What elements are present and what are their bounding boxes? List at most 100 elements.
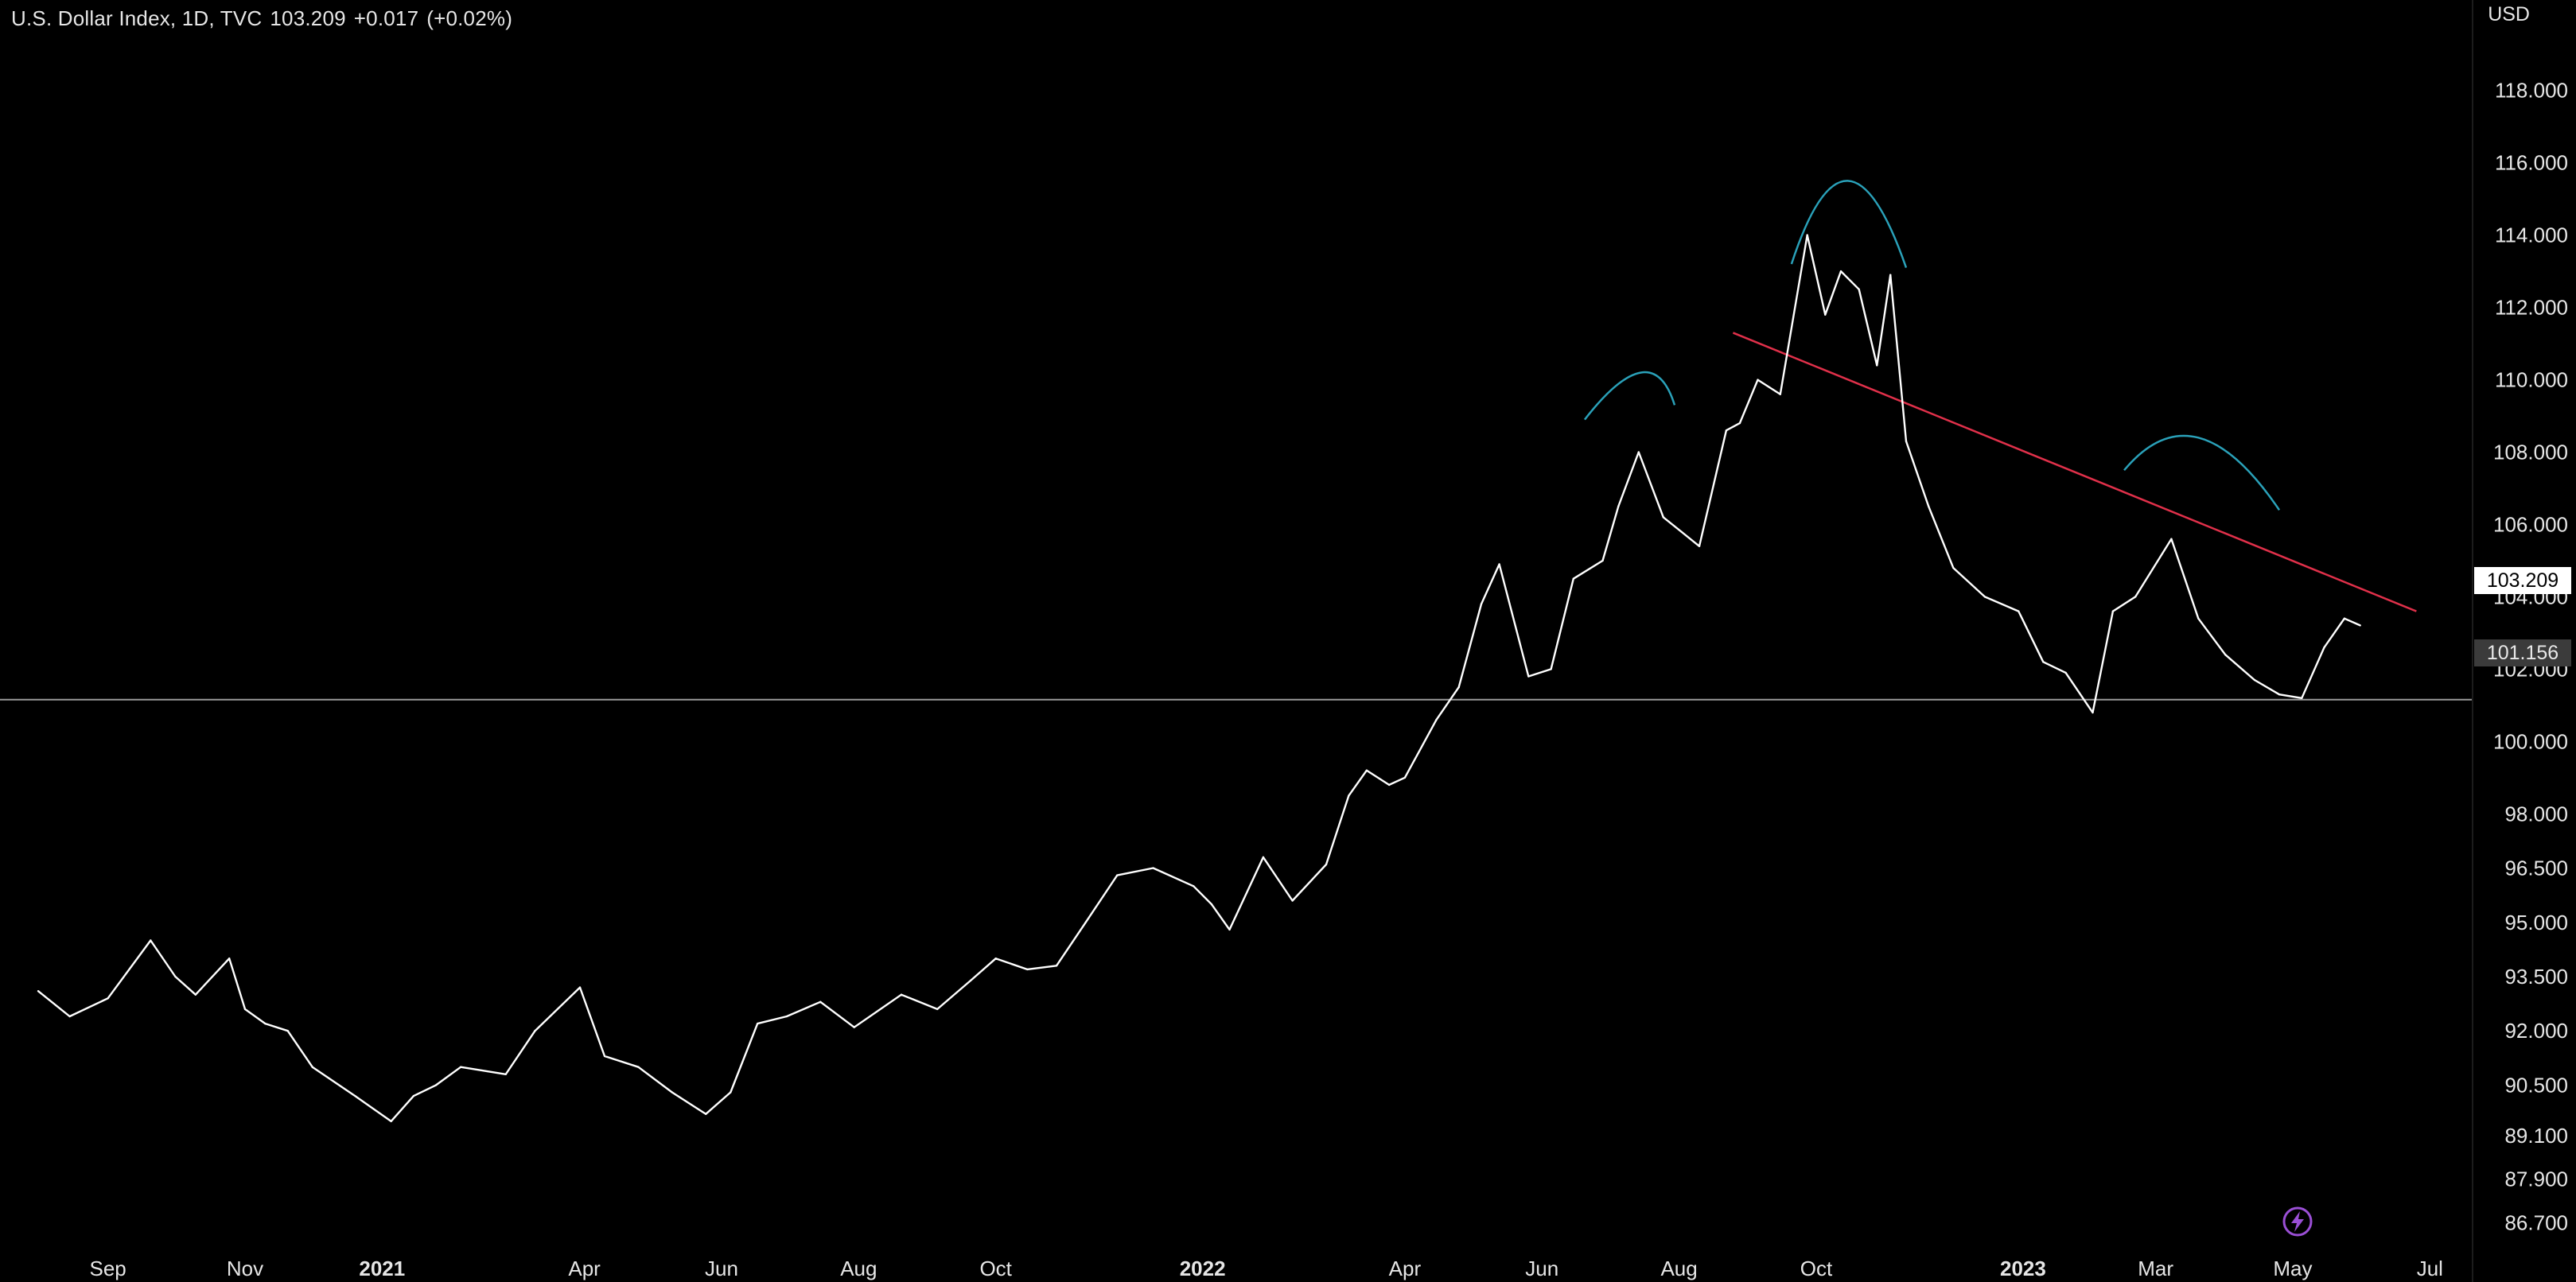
price-series-layer bbox=[37, 234, 2361, 1123]
time-tick-label: 2021 bbox=[359, 1257, 405, 1280]
price-point bbox=[671, 1091, 674, 1094]
price-point bbox=[704, 1113, 707, 1116]
symbol-label[interactable]: U.S. Dollar Index, 1D, TVC bbox=[11, 6, 263, 30]
price-point bbox=[1725, 429, 1728, 432]
last-price: 103.209 bbox=[270, 6, 346, 30]
time-tick-label: 2023 bbox=[2000, 1257, 2046, 1280]
price-point bbox=[1228, 928, 1231, 931]
price-point bbox=[390, 1120, 392, 1123]
time-tick-label: 2022 bbox=[1180, 1257, 1226, 1280]
time-tick-label: Jul bbox=[2417, 1257, 2443, 1280]
time-tick-label: Sep bbox=[89, 1257, 126, 1280]
price-point bbox=[900, 993, 903, 996]
price-point bbox=[2359, 624, 2361, 627]
price-point bbox=[2343, 617, 2346, 620]
price-point bbox=[1858, 288, 1860, 291]
price-point bbox=[1325, 863, 1328, 866]
time-tick-label: Mar bbox=[2138, 1257, 2173, 1280]
price-tick-label: 106.000 bbox=[2493, 512, 2568, 536]
price-point bbox=[286, 1030, 289, 1032]
legend-header: U.S. Dollar Index, 1D, TVC 103.209 +0.017 (… bbox=[11, 6, 520, 31]
price-point bbox=[1876, 364, 1878, 367]
price-tick-label: 86.700 bbox=[2504, 1210, 2568, 1234]
price-point bbox=[603, 1055, 606, 1058]
price-point bbox=[460, 1066, 462, 1068]
resistance-trend-line[interactable] bbox=[1732, 332, 2417, 612]
price-point bbox=[1026, 968, 1029, 971]
time-tick-label: Oct bbox=[1800, 1257, 1833, 1280]
price-tick-label: 90.500 bbox=[2504, 1073, 2568, 1097]
horizontal-line-badge: 101.156 bbox=[2474, 639, 2571, 666]
price-point bbox=[994, 958, 997, 960]
price-line[interactable] bbox=[37, 234, 2361, 1123]
price-point bbox=[1779, 393, 1781, 395]
price-point bbox=[578, 986, 582, 989]
price-change-pct: (+0.02%) bbox=[426, 6, 513, 30]
price-point bbox=[1698, 545, 1701, 547]
price-point bbox=[819, 1000, 822, 1004]
price-tick-label: 98.000 bbox=[2504, 802, 2568, 826]
price-point bbox=[936, 1008, 939, 1011]
lightning-bolt-icon[interactable] bbox=[2282, 1206, 2313, 1237]
price-point bbox=[853, 1026, 855, 1028]
price-point bbox=[1193, 885, 1195, 888]
price-point bbox=[1550, 668, 1552, 670]
price-tick-label: 92.000 bbox=[2504, 1019, 2568, 1043]
price-tick-label: 108.000 bbox=[2493, 441, 2568, 464]
price-point bbox=[68, 1015, 71, 1018]
time-tick-label: Aug bbox=[840, 1257, 877, 1280]
price-point bbox=[637, 1066, 640, 1068]
price-point bbox=[2278, 693, 2281, 696]
price-point bbox=[1498, 563, 1500, 565]
price-point bbox=[228, 958, 231, 960]
time-tick-label: Jun bbox=[1525, 1257, 1558, 1280]
price-point bbox=[1637, 451, 1640, 453]
price-point bbox=[37, 989, 40, 993]
price-point bbox=[1839, 270, 1843, 273]
price-point bbox=[150, 939, 152, 942]
price-tick-label: 112.000 bbox=[2495, 296, 2568, 320]
drawings-layer bbox=[1583, 180, 2417, 612]
price-point bbox=[730, 1091, 732, 1094]
time-tick-label: Apr bbox=[568, 1257, 601, 1280]
price-tick-label: 100.000 bbox=[2493, 729, 2568, 753]
price-point bbox=[354, 1094, 356, 1097]
price-point bbox=[1291, 899, 1294, 902]
arc-drawing-2[interactable] bbox=[1790, 180, 1908, 268]
price-point bbox=[2092, 711, 2094, 714]
price-axis[interactable]: 86.700 87.900 89.100 90.500 92.000 93.500 95.0… bbox=[2472, 0, 2568, 1282]
arc-drawing-3[interactable] bbox=[2123, 434, 2281, 511]
price-point bbox=[1824, 313, 1827, 316]
price-point bbox=[1365, 769, 1368, 771]
price-point bbox=[1262, 856, 1265, 859]
price-point bbox=[534, 1030, 536, 1032]
last-price-badge: 103.209 bbox=[2474, 567, 2571, 594]
price-tick-label: 118.000 bbox=[2495, 79, 2568, 103]
price-point bbox=[1617, 505, 1620, 507]
time-tick-label: Jun bbox=[705, 1257, 738, 1280]
price-point bbox=[2134, 596, 2137, 598]
price-point bbox=[1348, 794, 1350, 797]
currency-label[interactable]: USD bbox=[2488, 3, 2530, 25]
arc-drawing-1[interactable] bbox=[1583, 371, 1676, 421]
time-axis[interactable]: Sep Nov 2021 Apr Jun Aug Oct 2022 Apr Jun Aug Oct 20… bbox=[89, 1257, 2442, 1280]
price-tick-label: 96.500 bbox=[2504, 857, 2568, 880]
price-point bbox=[1387, 783, 1391, 787]
price-point bbox=[1435, 718, 1438, 721]
price-point bbox=[756, 1022, 759, 1025]
price-point bbox=[1757, 379, 1759, 381]
price-point bbox=[1480, 603, 1483, 605]
price-tick-label: 89.100 bbox=[2504, 1124, 2568, 1148]
price-point bbox=[107, 997, 109, 1000]
price-tick-label: 95.000 bbox=[2504, 911, 2568, 934]
price-point bbox=[1662, 516, 1665, 519]
time-tick-label: Nov bbox=[227, 1257, 263, 1280]
price-point bbox=[1084, 921, 1087, 923]
price-point bbox=[970, 979, 972, 981]
price-tick-label: 110.000 bbox=[2495, 368, 2568, 392]
time-tick-label: Apr bbox=[1389, 1257, 1422, 1280]
price-point bbox=[2111, 610, 2115, 612]
price-point bbox=[1572, 577, 1575, 580]
price-tick-label: 116.000 bbox=[2495, 151, 2568, 175]
